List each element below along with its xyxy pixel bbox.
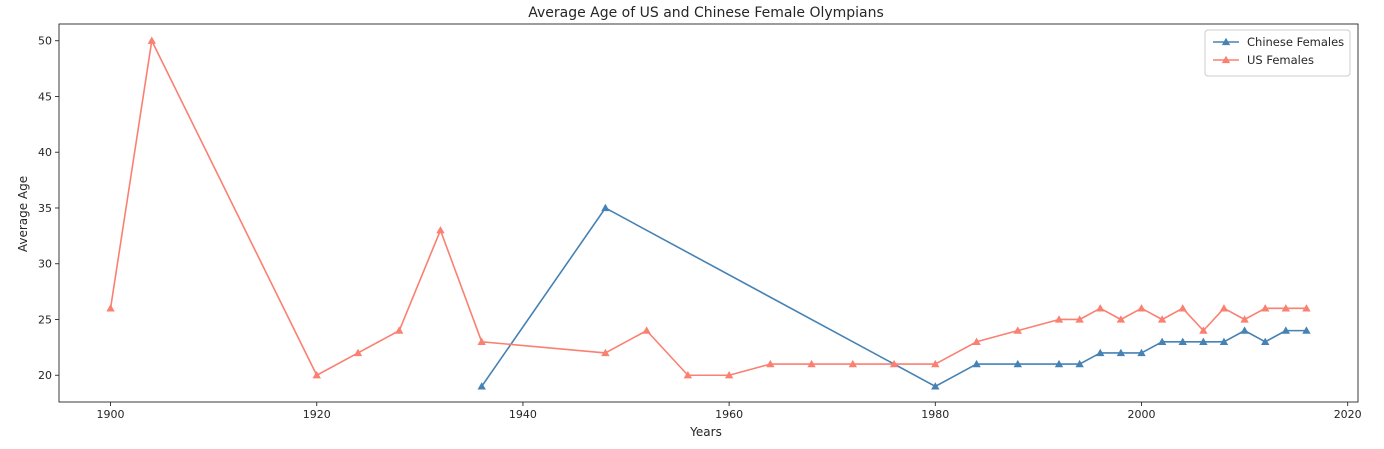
series-line-chinese-females — [481, 207, 1307, 388]
data-point-chinese-females-1980 — [931, 382, 940, 390]
data-point-us-females-1928 — [395, 326, 404, 334]
y-tick-label-40: 40 — [38, 146, 52, 159]
legend: Chinese Females US Females — [1204, 29, 1351, 77]
data-point-chinese-females-1996 — [1096, 348, 1105, 357]
y-tick-label-25: 25 — [38, 313, 52, 326]
data-point-chinese-females-1948 — [601, 203, 610, 212]
data-point-chinese-females-1992 — [1054, 359, 1064, 368]
legend-label-chinese-females: Chinese Females — [1247, 35, 1344, 49]
data-point-us-females-1976 — [889, 359, 899, 368]
y-tick-label-30: 30 — [38, 258, 52, 271]
data-point-us-females-1920 — [312, 371, 321, 379]
data-point-us-females-2014 — [1281, 304, 1291, 312]
data-point-us-females-1956 — [683, 371, 693, 379]
x-tick-label-1960: 1960 — [715, 408, 743, 421]
data-point-us-females-2004 — [1178, 304, 1187, 312]
y-tick-label-35: 35 — [38, 202, 52, 215]
data-point-us-females-1900 — [106, 304, 115, 312]
legend-box — [1204, 29, 1351, 77]
plot-area: 1900 1920 1940 1960 1980 2000 2020202530354045… — [38, 23, 1362, 421]
data-point-chinese-females-2016 — [1302, 326, 1311, 334]
data-point-chinese-females-2010 — [1240, 326, 1249, 334]
data-point-us-females-1948 — [601, 348, 610, 357]
data-point-chinese-females-2004 — [1178, 337, 1187, 345]
data-point-chinese-females-1984 — [972, 359, 981, 368]
data-point-chinese-females-1994 — [1075, 359, 1084, 368]
legend-marker-us-females — [1221, 55, 1231, 64]
data-point-us-females-1904 — [147, 36, 156, 44]
x-tick-label-1980: 1980 — [921, 408, 949, 421]
data-point-us-females-1960 — [724, 371, 734, 379]
x-tick-label-2000: 2000 — [1128, 408, 1156, 421]
y-tick-label-20: 20 — [38, 369, 52, 382]
data-point-us-females-2002 — [1157, 315, 1167, 323]
data-point-us-females-1996 — [1096, 304, 1105, 312]
y-tick-label-50: 50 — [38, 35, 52, 48]
data-point-us-females-1932 — [436, 226, 445, 234]
data-point-chinese-females-2000 — [1137, 348, 1146, 357]
data-point-chinese-females-1998 — [1116, 348, 1126, 357]
data-point-us-females-1972 — [848, 359, 858, 368]
data-point-us-females-2016 — [1302, 304, 1311, 312]
x-tick-label-2020: 2020 — [1334, 408, 1362, 421]
x-axis-label: Years — [689, 425, 722, 439]
chart-title: Average Age of US and Chinese Female Oly… — [528, 5, 884, 21]
data-point-chinese-females-2014 — [1281, 326, 1291, 334]
data-point-us-females-1980 — [931, 359, 940, 368]
data-point-us-females-1992 — [1054, 315, 1064, 323]
data-point-us-females-2008 — [1219, 304, 1229, 312]
plot-frame — [58, 23, 1359, 403]
y-axis-label: Average Age — [16, 176, 30, 252]
y-tick-label-45: 45 — [38, 90, 52, 103]
x-tick-label-1940: 1940 — [509, 408, 537, 421]
data-point-us-females-2010 — [1240, 315, 1249, 323]
data-point-us-females-2000 — [1137, 304, 1146, 312]
data-point-chinese-females-2008 — [1219, 337, 1229, 345]
data-point-us-females-1936 — [477, 337, 486, 345]
data-point-chinese-females-2002 — [1157, 337, 1167, 345]
x-tick-label-1920: 1920 — [303, 408, 331, 421]
data-point-chinese-females-2006 — [1199, 337, 1208, 345]
legend-marker-chinese-females — [1221, 37, 1231, 46]
data-point-chinese-females-2012 — [1261, 337, 1270, 345]
data-point-us-females-2012 — [1261, 304, 1270, 312]
data-point-us-females-2006 — [1199, 326, 1208, 334]
data-point-us-females-1964 — [766, 359, 775, 368]
x-tick-label-1900: 1900 — [97, 408, 125, 421]
legend-label-us-females: US Females — [1247, 53, 1314, 67]
data-point-us-females-1984 — [972, 337, 981, 345]
data-point-us-females-1994 — [1075, 315, 1084, 323]
data-point-us-females-1988 — [1013, 326, 1022, 334]
data-point-chinese-females-1988 — [1013, 359, 1022, 368]
data-point-us-females-1952 — [642, 326, 651, 334]
data-point-us-females-1968 — [807, 359, 816, 368]
data-point-us-females-1924 — [353, 348, 363, 357]
data-point-us-females-1998 — [1116, 315, 1126, 323]
series-line-us-females — [109, 39, 1307, 377]
data-point-chinese-females-1936 — [477, 382, 486, 390]
